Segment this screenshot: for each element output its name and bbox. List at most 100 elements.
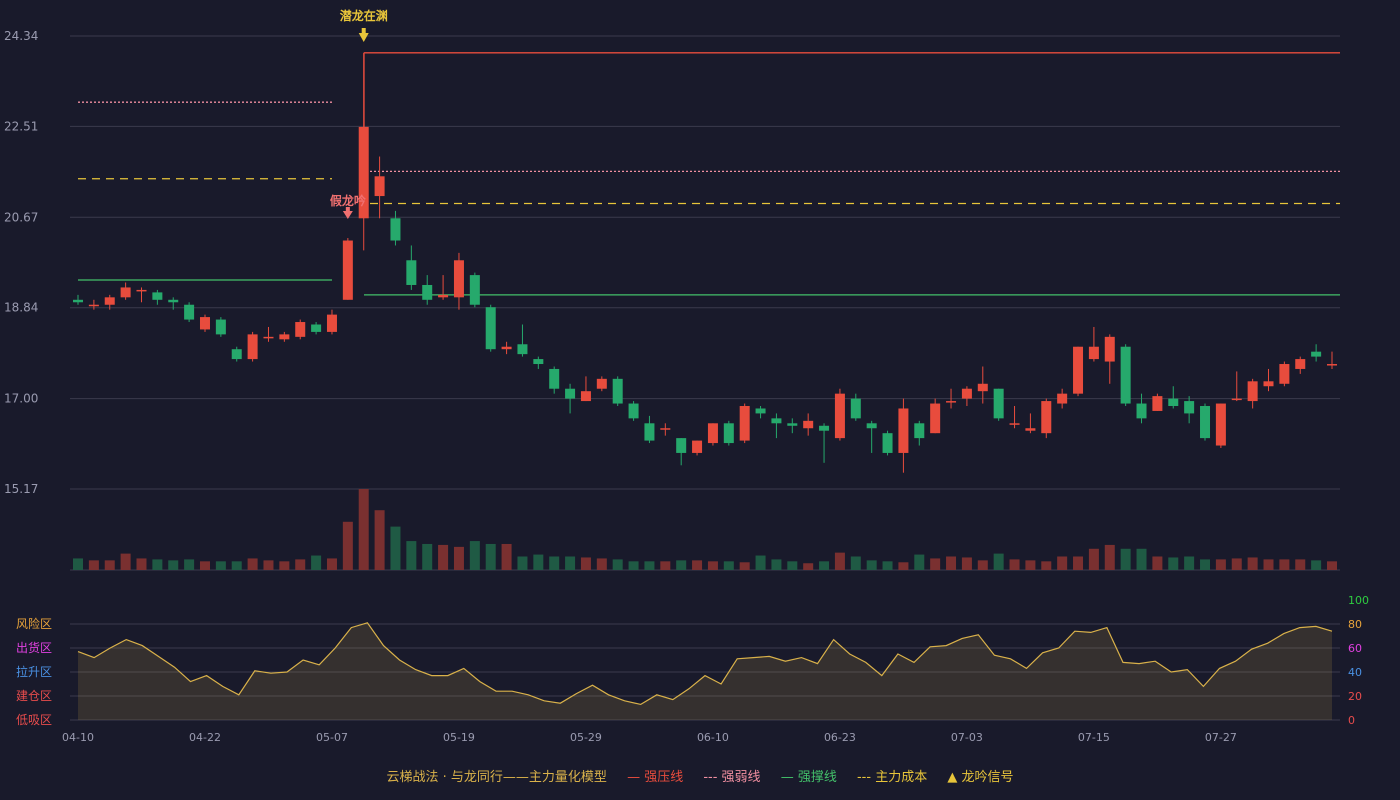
volume-bar — [279, 561, 290, 570]
x-tick-label: 05-07 — [316, 731, 348, 744]
signal-label-fake: 假龙吟 — [330, 193, 366, 208]
candle-body — [676, 438, 687, 453]
candle-body — [231, 349, 242, 360]
volume-bar — [930, 558, 941, 570]
volume-bar — [787, 561, 798, 570]
volume-bar — [231, 561, 242, 570]
volume-bar — [882, 561, 893, 570]
candle-body — [739, 406, 750, 441]
volume-bar — [977, 560, 988, 570]
candle-body — [247, 334, 258, 360]
candle-body — [1168, 398, 1179, 407]
signal-label-top: 潜龙在渊 — [340, 8, 388, 23]
candle-body — [1088, 346, 1099, 360]
price-tick-label: 17.00 — [4, 392, 38, 406]
price-tick-label: 15.17 — [4, 482, 38, 496]
volume-bar — [1009, 559, 1020, 570]
volume-bar — [406, 541, 417, 570]
zone-label: 拉升区 — [16, 664, 52, 679]
candle-body — [199, 317, 210, 330]
x-tick-label: 04-10 — [62, 731, 94, 744]
osc-tick-label: 60 — [1348, 642, 1362, 655]
candle-body — [406, 260, 417, 285]
volume-bar — [946, 556, 957, 570]
osc-line — [77, 622, 1333, 706]
volume-bar — [1279, 559, 1290, 570]
volume-bar — [819, 561, 830, 570]
candle-body — [1057, 393, 1068, 404]
x-tick-label: 06-10 — [697, 731, 729, 744]
volume-bar — [676, 560, 687, 570]
legend-support[interactable]: — 强撑线 — [780, 770, 837, 785]
volume-bar — [898, 562, 909, 570]
candle-body — [168, 299, 179, 303]
candle-body — [1279, 364, 1290, 384]
volume-bar — [342, 521, 353, 570]
volume-bar — [771, 559, 782, 570]
candle-body — [152, 292, 163, 300]
osc-area — [78, 622, 1332, 720]
candle-body — [660, 428, 671, 430]
volume-bar — [739, 562, 750, 570]
volume-bar — [1311, 560, 1322, 570]
candle-body — [215, 319, 226, 335]
candle-body — [961, 388, 972, 399]
zone-label: 建仓区 — [16, 689, 52, 703]
volume-bar — [374, 510, 385, 570]
candle-body — [977, 383, 988, 392]
candle-body — [1136, 403, 1147, 419]
candle-body — [723, 423, 734, 444]
volume-bar — [1295, 559, 1306, 570]
volume-bar — [136, 558, 147, 570]
volume-bar — [723, 561, 734, 570]
legend-weak[interactable]: --- 强弱线 — [703, 770, 761, 785]
legend-cost[interactable]: --- 主力成本 — [856, 770, 928, 785]
volume-bar — [390, 526, 401, 570]
candle-body — [279, 334, 290, 340]
candle-body — [914, 423, 925, 439]
fake-signal-arrow-icon — [342, 207, 353, 219]
candle-body — [580, 391, 591, 402]
legend-title: 云梯战法 · 与龙同行——主力量化模型 — [386, 770, 607, 785]
candle-body — [104, 297, 115, 305]
volume-bar — [961, 557, 972, 570]
stock-chart[interactable]: 24.34 22.51 20.67 18.84 17.00 15.17 100 80 60 40 2… — [0, 0, 1400, 760]
osc-tick-label: 0 — [1348, 714, 1355, 727]
legend-pressure[interactable]: — 强压线 — [627, 770, 684, 785]
volume-bar — [485, 543, 496, 570]
candle-body — [184, 304, 195, 320]
candle-body — [1247, 381, 1258, 402]
candle-body — [850, 398, 861, 419]
candle-body — [1104, 336, 1115, 362]
candle-body — [628, 403, 639, 419]
candle-body — [834, 393, 845, 439]
candle-body — [390, 218, 401, 241]
candle-body — [326, 314, 337, 332]
candle-body — [136, 289, 147, 292]
volume-bar — [993, 553, 1004, 570]
candle-body — [358, 126, 369, 219]
signal-arrow-icon — [358, 28, 369, 42]
volume-bar — [533, 554, 544, 570]
candle-body — [422, 284, 433, 300]
price-tick-label: 22.51 — [4, 119, 38, 133]
volume-bar — [263, 560, 274, 570]
volume-bar — [326, 558, 337, 570]
x-tick-label: 07-15 — [1078, 731, 1110, 744]
price-tick-label: 18.84 — [4, 301, 38, 315]
candle-body — [120, 287, 131, 298]
volume-bar — [1104, 544, 1115, 570]
candle-body — [1025, 428, 1036, 431]
candle-body — [787, 423, 798, 426]
candle-body — [342, 240, 353, 300]
volume-bar — [914, 554, 925, 570]
zone-label: 风险区 — [16, 616, 52, 631]
legend-signal[interactable]: ▲ 龙吟信号 — [947, 770, 1014, 785]
volume-bar — [88, 560, 99, 570]
candle-body — [866, 423, 877, 429]
zone-label: 低吸区 — [16, 713, 52, 727]
candle-body — [644, 423, 655, 441]
volume-bar — [120, 553, 131, 570]
volume-bar — [1088, 548, 1099, 570]
candle-body — [1231, 398, 1242, 401]
